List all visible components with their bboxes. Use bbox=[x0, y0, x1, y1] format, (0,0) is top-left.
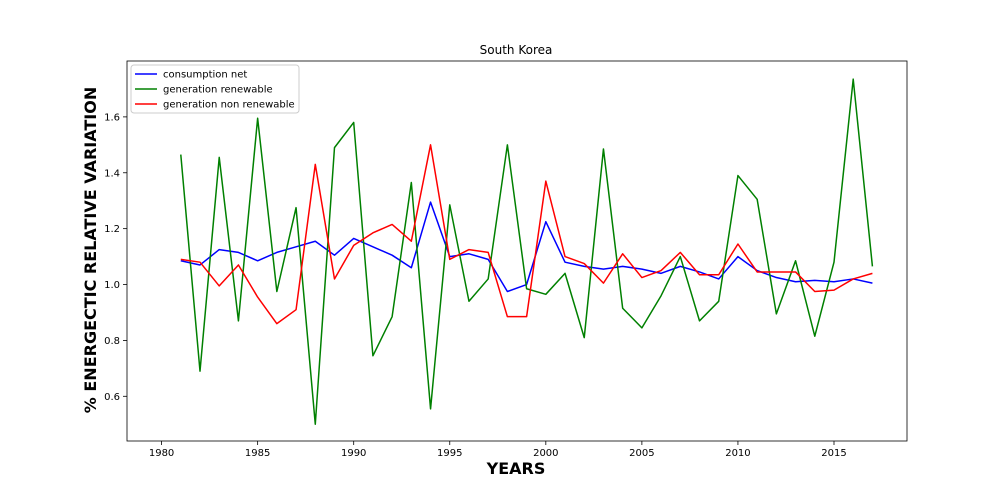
y-axis-label: % ENERGECTIC RELATIVE VARIATION bbox=[81, 87, 100, 413]
x-tick-label: 2010 bbox=[725, 448, 750, 459]
legend-box bbox=[130, 64, 300, 114]
y-tick-label: 0.8 bbox=[104, 336, 120, 347]
x-tick-label: 2000 bbox=[533, 448, 558, 459]
series-line-2 bbox=[180, 144, 873, 325]
series-line-1 bbox=[180, 78, 874, 425]
plot-frame bbox=[126, 60, 908, 442]
x-tick-label: 1995 bbox=[437, 448, 462, 459]
x-tick-label: 1980 bbox=[149, 448, 174, 459]
legend: consumption net generation renewable gener… bbox=[130, 64, 300, 114]
x-tick-label: 1985 bbox=[245, 448, 270, 459]
legend-label-0: consumption net bbox=[163, 70, 247, 81]
x-tick-label: 1990 bbox=[341, 448, 366, 459]
legend-label-1: generation renewable bbox=[163, 85, 273, 96]
y-tick-label: 1.4 bbox=[104, 168, 120, 179]
legend-label-2: generation non renewable bbox=[163, 100, 295, 111]
y-tick-label: 1.2 bbox=[104, 224, 120, 235]
y-tick-label: 0.6 bbox=[104, 392, 120, 403]
x-tick-label: 2015 bbox=[821, 448, 846, 459]
x-tick-label: 2005 bbox=[629, 448, 654, 459]
x-axis-label: YEARS bbox=[486, 459, 546, 478]
y-tick-label: 1.6 bbox=[104, 112, 120, 123]
y-tick-label: 1.0 bbox=[104, 280, 120, 291]
plot-area: 1980 1985 1990 1995 2000 2005 2010 2015 0.6 0.8 1.… bbox=[104, 60, 908, 459]
chart-title: South Korea bbox=[480, 43, 553, 57]
